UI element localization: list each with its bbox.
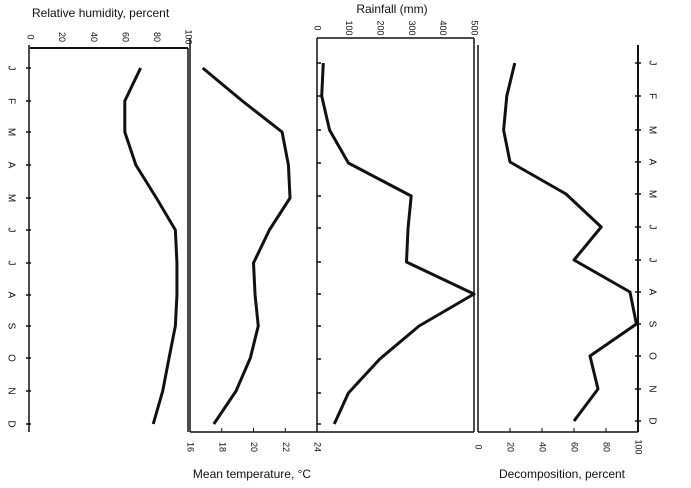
humidity-tick-label: 80: [152, 32, 162, 42]
decomposition-month-label: S: [646, 321, 657, 328]
temperature-line: [201, 66, 292, 425]
temperature-tick-label: 22: [281, 442, 291, 452]
decomposition-month-label: A: [646, 159, 657, 166]
decomposition-month-label: A: [646, 289, 657, 296]
temperature-tick-label: 16: [186, 442, 196, 452]
rainfall-tick-label: 300: [407, 20, 417, 35]
rainfall-tick-label: 0: [313, 25, 323, 30]
rainfall-tick-label: 400: [438, 20, 448, 35]
humidity-tick-label: 40: [89, 32, 99, 42]
humidity-tick-label: 0: [26, 34, 36, 39]
temperature-axis-title: Mean temperature, °C: [193, 467, 312, 481]
rainfall-tick-label: 500: [470, 20, 480, 35]
rainfall-axis-title: Rainfall (mm): [356, 2, 427, 16]
decomposition-month-label: F: [646, 93, 657, 99]
humidity-tick-label: 100: [184, 29, 194, 44]
decomposition-tick-label: 0: [474, 444, 484, 449]
humidity-month-label: J: [5, 228, 16, 233]
humidity-month-label: N: [5, 387, 16, 394]
decomposition-tick-label: 40: [538, 442, 548, 452]
decomposition-tick-label: 80: [602, 442, 612, 452]
humidity-axis-title: Relative humidity, percent: [32, 6, 170, 20]
humidity-month-label: M: [5, 194, 16, 202]
decomposition-tick-label: 100: [634, 439, 644, 454]
humidity-month-label: D: [5, 420, 16, 427]
humidity-month-label: S: [5, 323, 16, 330]
decomposition-tick-label: 60: [570, 442, 580, 452]
temperature-tick-label: 20: [249, 442, 259, 452]
temperature-tick-label: 18: [217, 442, 227, 452]
decomposition-month-label: D: [646, 417, 657, 424]
humidity-month-label: O: [5, 354, 16, 362]
decomposition-month-label: M: [646, 190, 657, 198]
decomposition-month-label: J: [646, 225, 657, 230]
decomposition-tick-label: 20: [506, 442, 516, 452]
humidity-month-label: A: [5, 292, 16, 299]
decomposition-axis-title: Decomposition, percent: [499, 467, 626, 481]
humidity-month-label: F: [5, 98, 16, 104]
humidity-month-label: J: [5, 66, 16, 71]
humidity-month-label: M: [5, 128, 16, 136]
humidity-month-label: A: [5, 162, 16, 169]
decomposition-month-label: J: [646, 61, 657, 66]
humidity-line: [123, 67, 179, 425]
decomposition-month-label: N: [646, 385, 657, 392]
humidity-tick-label: 20: [57, 32, 67, 42]
humidity-tick-label: 60: [120, 32, 130, 42]
decomposition-month-label: O: [646, 352, 657, 360]
decomposition-month-label: M: [646, 126, 657, 134]
decomposition-line: [502, 62, 638, 422]
decomposition-month-label: J: [646, 258, 657, 263]
humidity-month-label: J: [5, 261, 16, 266]
temperature-tick-label: 24: [313, 442, 323, 452]
rainfall-tick-label: 100: [344, 20, 354, 35]
rainfall-tick-label: 200: [375, 20, 385, 35]
rainfall-line: [320, 62, 476, 425]
